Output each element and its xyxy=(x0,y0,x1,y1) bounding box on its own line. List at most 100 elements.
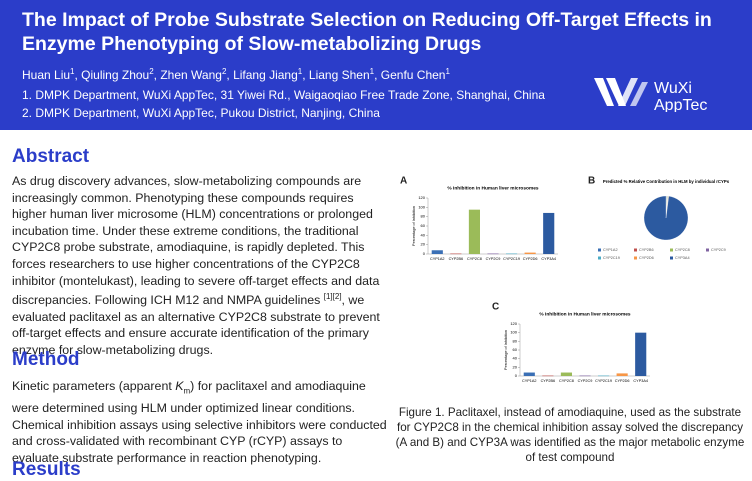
author: Genfu Chen xyxy=(380,68,446,82)
logo-text: AppTec xyxy=(654,97,707,112)
bar xyxy=(616,373,628,376)
method-text: Kinetic parameters (apparent Km) for pac… xyxy=(12,378,388,466)
x-tick-label: CYP1A2 xyxy=(522,379,537,383)
pie-slice xyxy=(665,195,669,219)
panel-label: C xyxy=(492,302,499,313)
text: Kinetic parameters (apparent xyxy=(12,379,176,393)
bar xyxy=(542,375,554,377)
author: Qiuling Zhou xyxy=(81,68,150,82)
authors: Huan Liu1, Qiuling Zhou2, Zhen Wang2, Li… xyxy=(22,64,450,83)
abstract-text: As drug discovery advances, slow-metabol… xyxy=(12,173,388,359)
bar xyxy=(524,252,536,254)
bar xyxy=(506,253,518,255)
x-tick-label: CYP3A4 xyxy=(633,379,648,383)
y-tick-label: 120 xyxy=(418,195,425,200)
author-affiliation: 2 xyxy=(149,67,154,76)
author-affiliation: 1 xyxy=(297,67,303,76)
x-tick-label: CYP2B6 xyxy=(541,379,556,383)
y-axis-label: Percentage of Inhibition xyxy=(504,330,508,370)
citation: [1][2] xyxy=(323,292,342,302)
legend-label: CYP2B6 xyxy=(639,248,654,252)
separator: , xyxy=(74,68,82,82)
y-tick-label: 0 xyxy=(515,373,518,378)
x-tick-label: CYP1A2 xyxy=(430,257,445,261)
bar xyxy=(487,253,499,255)
text: , we evaluated paclitaxel as an alternat… xyxy=(12,293,380,358)
author-affiliation: 1 xyxy=(70,67,75,76)
section-heading: Abstract xyxy=(12,146,90,167)
y-tick-label: 20 xyxy=(421,242,426,247)
legend-label: CYP2C19 xyxy=(603,256,620,260)
legend-swatch xyxy=(598,256,601,260)
y-tick-label: 100 xyxy=(418,204,425,209)
legend-label: CYP3A4 xyxy=(675,256,690,260)
bar xyxy=(523,372,535,376)
panel-label: B xyxy=(588,176,595,187)
text: As drug discovery advances, slow-metabol… xyxy=(12,174,380,308)
separator: , xyxy=(153,68,161,82)
y-tick-label: 60 xyxy=(421,223,426,228)
bar xyxy=(579,375,591,377)
legend-swatch xyxy=(634,256,637,260)
y-tick-label: 120 xyxy=(510,321,517,326)
logo-text: WuXi xyxy=(654,80,692,97)
legend-swatch xyxy=(706,248,709,252)
separator: , xyxy=(374,68,381,82)
legend-label: CYP2C9 xyxy=(711,248,726,252)
bar xyxy=(468,209,480,254)
legend-label: CYP2D6 xyxy=(639,256,654,260)
section-heading: Results xyxy=(12,459,81,480)
x-tick-label: CYP2C19 xyxy=(503,257,520,261)
bar xyxy=(431,250,443,254)
y-tick-label: 40 xyxy=(421,232,426,237)
logo-shape xyxy=(606,78,626,106)
x-tick-label: CYP2C19 xyxy=(595,379,612,383)
pie-slice xyxy=(643,195,689,241)
logo-shape xyxy=(594,78,614,106)
chart-title: % Inhibition in Human liver microsomes xyxy=(539,311,630,317)
header: The Impact of Probe Substrate Selection … xyxy=(0,0,752,130)
text: ) for paclitaxel and amodiaquine were de… xyxy=(12,379,387,465)
y-tick-label: 0 xyxy=(423,251,426,256)
legend-swatch xyxy=(634,248,637,252)
chart-title: Predicted % Relative Contribution in HLM… xyxy=(603,179,730,184)
bar xyxy=(543,212,555,254)
y-tick-label: 20 xyxy=(513,364,518,369)
logo-shape xyxy=(618,78,638,106)
x-tick-label: CYP2C8 xyxy=(559,379,574,383)
y-tick-label: 80 xyxy=(421,214,426,219)
y-tick-label: 80 xyxy=(513,338,518,343)
bar xyxy=(635,332,647,376)
author: Huan Liu xyxy=(22,68,71,82)
y-tick-label: 100 xyxy=(510,330,517,335)
author-affiliation: 1 xyxy=(445,67,450,76)
x-tick-label: CYP3A4 xyxy=(541,257,556,261)
section-heading: Method xyxy=(12,349,80,370)
pie-slice xyxy=(665,195,667,219)
y-tick-label: 60 xyxy=(513,347,518,352)
bar xyxy=(598,375,610,377)
chart-title: % Inhibition in Human liver microsomes xyxy=(447,185,538,191)
affiliation: 2. DMPK Department, WuXi AppTec, Pukou D… xyxy=(22,106,380,120)
logo: WuXi AppTec xyxy=(594,78,707,112)
pie-slice xyxy=(665,195,668,219)
x-tick-label: CYP2C9 xyxy=(486,257,501,261)
title: The Impact of Probe Substrate Selection … xyxy=(22,9,712,55)
author-affiliation: 1 xyxy=(369,67,375,76)
subscript: m xyxy=(183,386,191,396)
symbol: K xyxy=(175,379,184,393)
legend-label: CYP2C8 xyxy=(675,248,690,252)
bar xyxy=(450,253,462,255)
pie-slice xyxy=(665,195,669,219)
separator: , xyxy=(302,68,309,82)
x-tick-label: CYP2C9 xyxy=(578,379,593,383)
legend-swatch xyxy=(598,248,601,252)
x-tick-label: CYP2D6 xyxy=(523,257,538,261)
logo-shape xyxy=(630,82,648,106)
y-tick-label: 40 xyxy=(513,356,518,361)
author: Liang Shen xyxy=(308,68,370,82)
legend-swatch xyxy=(670,256,673,260)
author: Zhen Wang xyxy=(160,68,222,82)
author-affiliation: 2 xyxy=(221,67,227,76)
